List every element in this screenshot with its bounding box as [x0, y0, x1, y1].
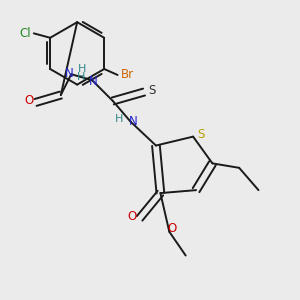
Text: S: S: [149, 84, 156, 97]
Text: N: N: [64, 67, 73, 80]
Text: N: N: [129, 115, 137, 128]
Text: S: S: [197, 128, 204, 141]
Text: O: O: [24, 94, 34, 106]
Text: Cl: Cl: [20, 27, 31, 40]
Text: H: H: [78, 64, 87, 74]
Text: H: H: [76, 72, 85, 82]
Text: O: O: [128, 210, 137, 224]
Text: Br: Br: [121, 68, 134, 82]
Text: H: H: [115, 114, 124, 124]
Text: N: N: [89, 75, 98, 88]
Text: O: O: [167, 222, 176, 235]
